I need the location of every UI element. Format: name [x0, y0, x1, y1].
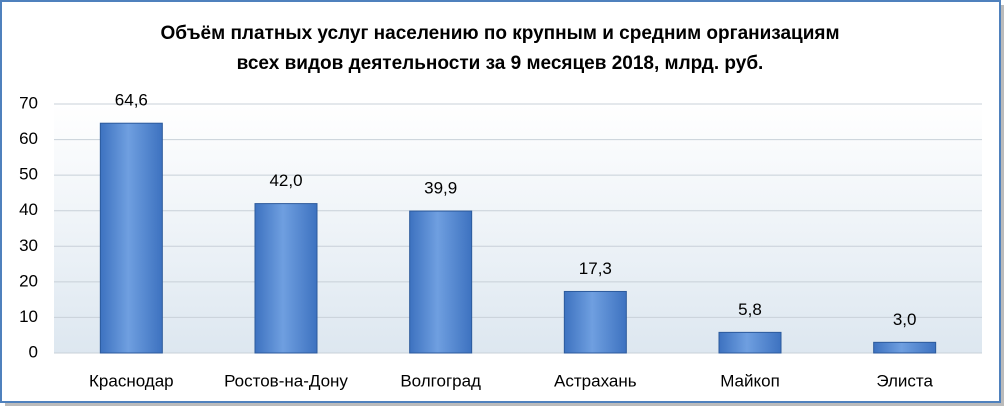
value-label: 39,9 [424, 179, 457, 198]
x-tick-label: Краснодар [89, 371, 174, 390]
value-label: 42,0 [269, 171, 302, 190]
shadow [1001, 5, 1004, 405]
chart-title: Объём платных услуг населению по крупным… [160, 23, 839, 44]
x-tick-label: Ростов-на-Дону [224, 371, 348, 390]
y-tick-label: 60 [19, 129, 38, 148]
x-tick-label: Майкоп [720, 371, 780, 390]
y-tick-label: 0 [29, 342, 38, 361]
y-tick-label: 10 [19, 307, 38, 326]
y-tick-label: 20 [19, 271, 38, 290]
y-tick-label: 30 [19, 236, 38, 255]
shadow [5, 403, 1004, 406]
bar [409, 210, 473, 354]
y-tick-label: 40 [19, 200, 38, 219]
bar [563, 290, 627, 354]
chart-title: всех видов деятельности за 9 месяцев 201… [237, 53, 764, 74]
value-label: 17,3 [579, 259, 612, 278]
plot-area [54, 104, 982, 353]
bar [873, 341, 937, 354]
bar [254, 203, 318, 354]
bar [99, 122, 163, 354]
value-label: 3,0 [893, 310, 917, 329]
value-label: 5,8 [738, 300, 762, 319]
y-tick-label: 50 [19, 165, 38, 184]
y-tick-label: 70 [19, 93, 38, 112]
x-tick-label: Элиста [876, 371, 933, 390]
value-label: 64,6 [115, 91, 148, 110]
bar [718, 331, 782, 354]
x-tick-label: Астрахань [554, 371, 637, 390]
x-tick-label: Волгоград [400, 371, 481, 390]
